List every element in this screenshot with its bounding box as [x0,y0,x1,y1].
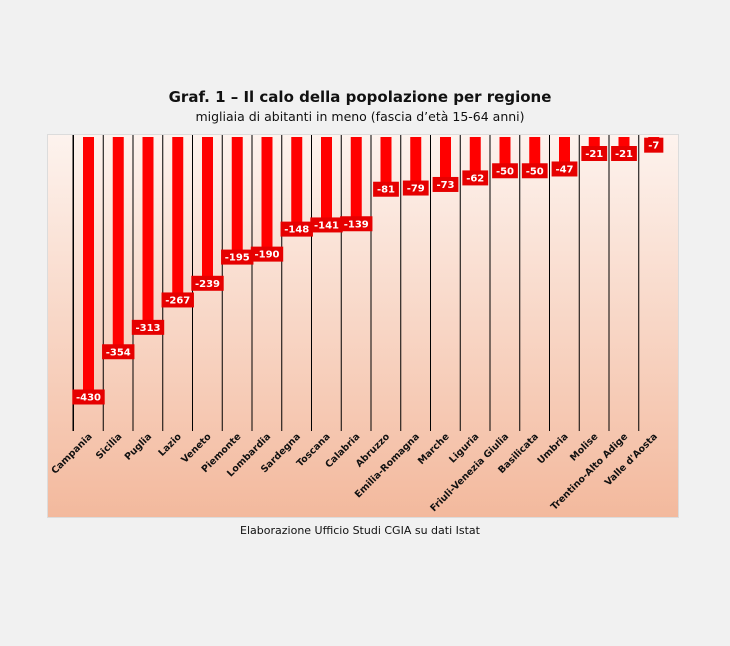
data-label-text: -79 [407,184,425,195]
data-label-text: -73 [436,180,454,191]
data-label-text: -62 [466,173,484,184]
data-label-box [492,163,518,179]
data-label: -239 [191,275,224,291]
data-label-text: -267 [165,295,190,306]
data-label-box [462,170,489,186]
source-note: Elaborazione Ufficio Studi CGIA su dati … [240,524,480,537]
data-label-text: -50 [496,166,514,177]
data-label-text: -21 [585,149,603,160]
data-label-text: -190 [254,250,279,261]
data-label-text: -354 [106,347,131,358]
data-label-text: -239 [195,279,220,290]
data-label: -47 [551,161,578,177]
data-label: -79 [402,180,429,196]
data-label-text: -21 [615,149,633,160]
data-label-box [161,292,194,308]
data-label: -148 [280,221,313,237]
chart-subtitle: migliaia di abitanti in meno (fascia d’e… [195,109,525,124]
bar-toscana [321,137,332,221]
data-label-text: -139 [344,219,369,230]
data-label: -139 [340,216,373,232]
chart-plot-area: -430 -354 -313 -267 -239 -195 -190 -148 -141 -139… [47,134,679,518]
bar-abruzzo [380,137,392,186]
data-label-box [131,319,165,335]
data-label-text: -47 [555,164,573,175]
data-label-text: -148 [284,225,309,236]
data-label-text: -7 [648,141,659,152]
chart-title: Graf. 1 – Il calo della popolazione per … [168,88,552,106]
data-label: -190 [250,246,284,262]
data-label: -73 [432,176,459,192]
data-label-box [581,146,608,162]
data-label-box [221,249,254,265]
data-label-box [644,137,664,153]
bar-veneto [202,137,213,280]
bar-sardegna [291,137,303,226]
data-label-box [72,389,105,405]
bar-lazio [172,137,184,296]
bar-lombardia [261,137,273,251]
bar-friuli-venezia-giulia [499,137,511,167]
data-label: -81 [373,181,399,197]
data-label: -62 [462,170,489,186]
data-label-text: -141 [314,220,339,231]
data-label: -354 [102,344,135,360]
bar-calabria [350,137,362,220]
data-label-box [402,180,429,196]
data-label: -195 [221,249,254,265]
data-label-box [340,216,373,232]
data-label: -267 [161,292,194,308]
data-label: -7 [644,137,664,153]
bar-umbria [559,137,570,165]
data-label-text: -430 [76,393,101,404]
data-label-text: -195 [225,253,250,264]
bar-chart: -430 -354 -313 -267 -239 -195 -190 -148 -141 -139… [48,135,678,517]
bar-piemonte [231,137,243,254]
data-label-box [611,146,637,162]
data-label-box [102,344,135,360]
data-label: -50 [521,163,548,179]
data-label-box [280,221,313,237]
bar-campania [83,137,94,393]
bar-liguria [469,137,481,174]
bar-puglia [142,137,154,324]
bar-marche [440,137,451,181]
data-label-box [551,161,578,177]
bar-emilia-romagna [410,137,422,185]
data-label: -141 [310,217,343,233]
bar-trentino-alto-adige [618,137,630,150]
data-label-box [250,246,284,262]
data-label-box [373,181,399,197]
data-label-box [432,176,459,192]
data-label-box [521,163,548,179]
data-label: -430 [72,389,105,405]
data-label: -313 [131,319,165,335]
data-label: -21 [611,146,637,162]
data-label-text: -50 [526,166,544,177]
data-label: -50 [492,163,518,179]
data-label-text: -313 [135,323,160,334]
bar-molise [588,137,600,150]
data-label-box [310,217,343,233]
data-label-box [191,275,224,291]
data-label: -21 [581,146,608,162]
bar-basilicata [529,137,541,167]
bar-sicilia [112,137,124,348]
data-label-text: -81 [377,185,395,196]
